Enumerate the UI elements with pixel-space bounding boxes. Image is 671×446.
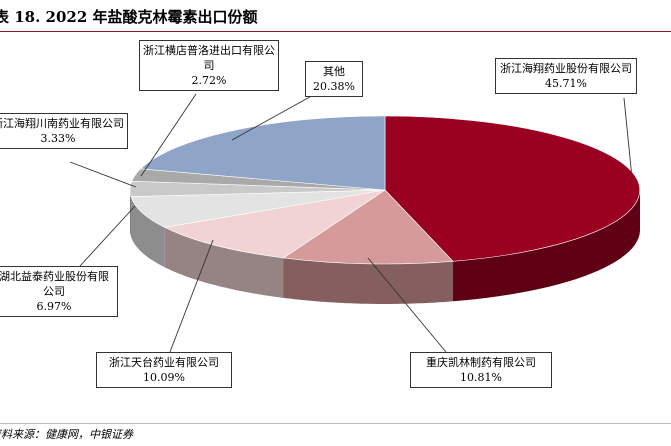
leader-line-3 xyxy=(79,205,136,267)
callout-slice-2: 浙江天台药业有限公司 10.09% xyxy=(96,352,232,388)
callout-slice-6: 其他 20.38% xyxy=(305,61,363,97)
pie-side-0-0 xyxy=(453,190,640,302)
pie-side-1-0 xyxy=(283,257,453,304)
slice-label-0: 浙江海翔药业股份有限公司 xyxy=(500,62,632,75)
source-rule xyxy=(0,423,671,424)
pie-side-3-0 xyxy=(131,196,165,268)
slice-value-4: 3.33% xyxy=(40,132,76,145)
pie-top-faces xyxy=(129,115,641,265)
slice-value-5: 2.72% xyxy=(191,74,227,87)
title-rule xyxy=(0,31,671,32)
leader-line-1 xyxy=(367,257,447,353)
pie-side-2-0 xyxy=(164,227,284,298)
pie-side-4-0 xyxy=(130,190,131,237)
callout-slice-0: 浙江海翔药业股份有限公司 45.71% xyxy=(495,58,637,94)
pie-slice-0 xyxy=(384,115,641,262)
callout-slice-4: 浙江海翔川南药业有限公司 3.33% xyxy=(0,113,128,149)
leader-line-0 xyxy=(623,97,633,179)
slice-label-3: 湖北益泰药业股份有限公司 xyxy=(0,270,109,298)
leader-line-5 xyxy=(140,93,197,177)
leader-line-6 xyxy=(231,92,318,141)
callout-slice-1: 重庆凯林制药有限公司 10.81% xyxy=(410,352,552,388)
slice-value-6: 20.38% xyxy=(313,80,355,93)
leader-lines xyxy=(69,92,633,353)
callout-slice-3: 湖北益泰药业股份有限公司 6.97% xyxy=(0,266,118,317)
pie-slice-6 xyxy=(140,115,386,191)
slice-label-6: 其他 xyxy=(323,65,345,78)
slice-label-1: 重庆凯林制药有限公司 xyxy=(426,356,536,369)
leader-line-4 xyxy=(69,161,137,188)
pie-side-walls xyxy=(130,190,640,304)
slice-value-1: 10.81% xyxy=(460,371,502,384)
slice-label-5: 浙江横店普洛进出口有限公司 xyxy=(143,44,275,72)
slice-value-2: 10.09% xyxy=(143,371,185,384)
callout-slice-5: 浙江横店普洛进出口有限公司 2.72% xyxy=(139,40,279,91)
leader-line-2 xyxy=(169,239,214,353)
chart-title: 表 18. 2022 年盐酸克林霉素出口份额 xyxy=(0,8,258,26)
slice-value-0: 45.71% xyxy=(545,77,587,90)
pie-slice-2 xyxy=(163,189,386,259)
source-note: 资料来源：健康网，中银证券 xyxy=(0,428,133,441)
slice-label-2: 浙江天台药业有限公司 xyxy=(109,356,219,369)
pie-slice-3 xyxy=(130,189,386,228)
slice-value-3: 6.97% xyxy=(36,300,72,313)
slice-label-4: 浙江海翔川南药业有限公司 xyxy=(0,117,124,130)
pie-slice-1 xyxy=(282,189,454,265)
